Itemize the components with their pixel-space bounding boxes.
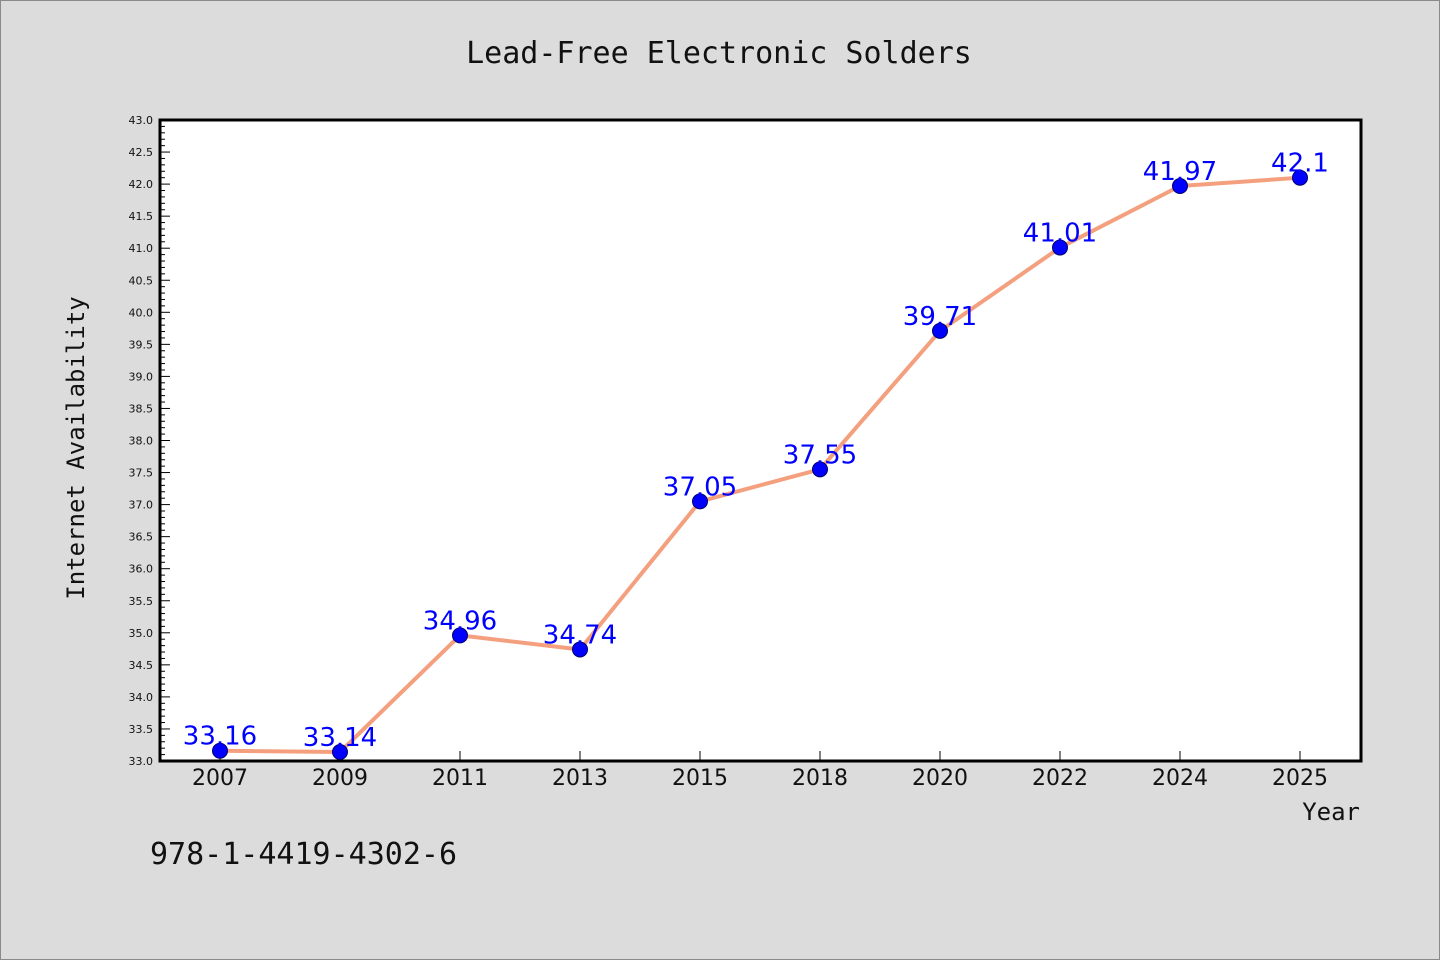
data-label: 41.97 bbox=[1143, 157, 1217, 187]
data-point bbox=[932, 322, 948, 339]
y-tick-label: 39.0 bbox=[129, 370, 154, 383]
data-point bbox=[812, 461, 828, 478]
y-tick-label: 42.0 bbox=[129, 178, 154, 191]
data-point bbox=[332, 744, 348, 761]
y-tick-label: 39.5 bbox=[129, 338, 154, 351]
footer-isbn: 978-1-4419-4302-6 bbox=[150, 837, 457, 872]
y-tick-label: 34.5 bbox=[129, 659, 154, 672]
data-point bbox=[212, 742, 228, 759]
data-label: 33.16 bbox=[183, 722, 257, 752]
x-tick-label: 2015 bbox=[672, 766, 728, 791]
y-tick-label: 36.0 bbox=[129, 563, 154, 576]
y-axis-ticks: 33.0 33.5 34.0 34.5 35.0 35.5 36.0 36.5 37.0 37.5… bbox=[129, 114, 170, 768]
x-tick-label: 2018 bbox=[792, 766, 848, 791]
data-label: 33.14 bbox=[303, 723, 377, 753]
x-axis-ticks: 2007 2009 2011 2013 2015 2018 2020 2022 2024 2025 bbox=[192, 751, 1328, 791]
x-tick-label: 2007 bbox=[192, 766, 248, 791]
y-tick-label: 33.0 bbox=[129, 755, 154, 768]
y-tick-label: 38.0 bbox=[129, 435, 154, 448]
x-tick-label: 2009 bbox=[312, 766, 368, 791]
x-tick-label: 2025 bbox=[1272, 766, 1328, 791]
data-label: 34.74 bbox=[543, 620, 617, 650]
x-tick-label: 2013 bbox=[552, 766, 608, 791]
y-tick-label: 35.5 bbox=[129, 595, 154, 608]
x-tick-label: 2024 bbox=[1152, 766, 1208, 791]
y-tick-label: 42.5 bbox=[129, 146, 154, 159]
y-tick-label: 40.0 bbox=[129, 306, 154, 319]
chart-title: Lead-Free Electronic Solders bbox=[466, 36, 972, 71]
plot-area bbox=[158, 118, 1363, 763]
y-tick-label: 37.0 bbox=[129, 499, 154, 512]
y-axis-label: Internet Availability bbox=[62, 296, 90, 599]
y-tick-label: 38.5 bbox=[129, 402, 154, 415]
x-tick-label: 2020 bbox=[912, 766, 968, 791]
y-tick-label: 34.0 bbox=[129, 691, 154, 704]
data-label: 42.1 bbox=[1271, 149, 1329, 179]
y-tick-label: 43.0 bbox=[129, 114, 154, 127]
data-point bbox=[572, 641, 588, 658]
y-tick-label: 35.0 bbox=[129, 627, 154, 640]
x-tick-label: 2011 bbox=[432, 766, 488, 791]
x-axis-label: Year bbox=[1302, 798, 1360, 826]
series-line bbox=[218, 175, 1302, 755]
data-point bbox=[692, 493, 708, 510]
data-point bbox=[1292, 169, 1308, 186]
y-tick-label: 40.5 bbox=[129, 274, 154, 287]
data-label: 39.71 bbox=[903, 302, 977, 332]
data-label: 34.96 bbox=[423, 606, 497, 636]
data-label: 41.01 bbox=[1023, 219, 1097, 249]
data-label: 37.55 bbox=[783, 440, 857, 470]
y-tick-label: 41.5 bbox=[129, 210, 154, 223]
data-point bbox=[452, 627, 468, 644]
y-tick-label: 37.5 bbox=[129, 467, 154, 480]
y-tick-label: 33.5 bbox=[129, 723, 154, 736]
data-point bbox=[1172, 178, 1188, 195]
series-layer: 33.16 33.14 34.96 34.74 37.05 37.55 39.71 41.01… bbox=[183, 149, 1329, 761]
y-tick-label: 41.0 bbox=[129, 242, 154, 255]
y-tick-label: 36.5 bbox=[129, 531, 154, 544]
data-label: 37.05 bbox=[663, 472, 737, 502]
x-tick-label: 2022 bbox=[1032, 766, 1088, 791]
data-point bbox=[1052, 239, 1068, 256]
